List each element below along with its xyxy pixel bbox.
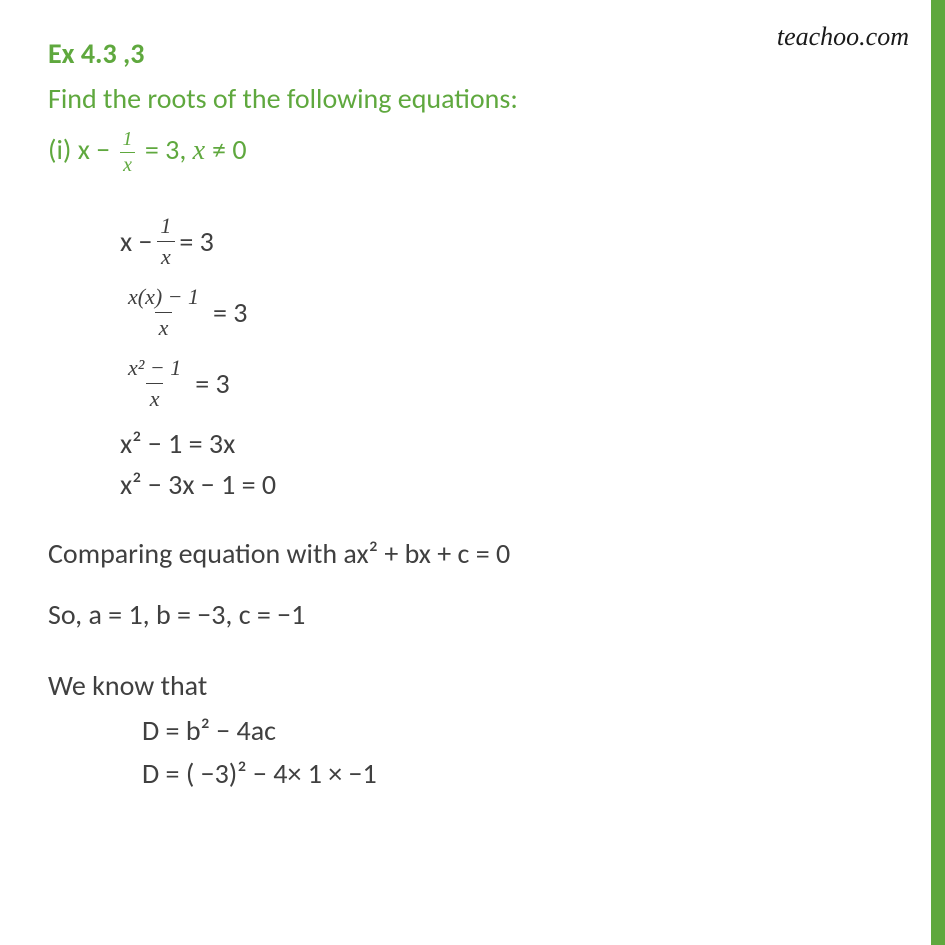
we-know-that: We know that	[48, 668, 897, 703]
equals-3: = 3,	[145, 132, 186, 167]
step1-frac-num: 1	[156, 213, 175, 241]
step2-frac: x(x) − 1 x	[124, 284, 203, 341]
x-var: x	[193, 135, 212, 166]
step2-frac-den: x	[155, 312, 173, 341]
not-equal-zero: ≠ 0	[212, 132, 246, 167]
step-4: x² − 1 = 3x	[120, 426, 897, 461]
question-text: Find the roots of the following equation…	[48, 81, 897, 116]
subpart-equation: (i) x − 1 x = 3, x ≠ 0	[48, 128, 897, 177]
exercise-label: Ex 4.3 ,3	[48, 36, 897, 71]
step1-lhs: x −	[120, 224, 152, 259]
step-2: x(x) − 1 x = 3	[120, 284, 897, 341]
frac-num: 1	[120, 128, 136, 152]
step-5: x² − 3x − 1 = 0	[120, 467, 897, 502]
compare-text: Comparing equation with ax² + bx + c = 0	[48, 536, 897, 571]
discriminant-formula: D = b² − 4ac	[142, 713, 897, 748]
discriminant-substituted: D = ( −3)² − 4× 1 × −1	[142, 756, 897, 791]
step3-frac-num: x² − 1	[124, 355, 185, 383]
step2-rhs: = 3	[213, 295, 247, 330]
frac-den: x	[120, 152, 135, 177]
step3-frac-den: x	[146, 383, 164, 412]
step-1: x − 1 x = 3	[120, 213, 897, 270]
content-area: Ex 4.3 ,3 Find the roots of the followin…	[0, 0, 945, 791]
coefficients-text: So, a = 1, b = −3, c = −1	[48, 597, 897, 632]
step1-rhs: = 3	[179, 224, 213, 259]
step1-frac-den: x	[157, 241, 175, 270]
step1-frac: 1 x	[156, 213, 175, 270]
subpart-prefix: (i) x	[48, 132, 90, 167]
fraction-1-over-x: 1 x	[120, 128, 136, 177]
watermark-text: teachoo.com	[777, 22, 909, 52]
step3-frac: x² − 1 x	[124, 355, 185, 412]
step-3: x² − 1 x = 3	[120, 355, 897, 412]
step3-rhs: = 3	[195, 366, 229, 401]
green-side-bar	[931, 0, 945, 945]
step2-frac-num: x(x) − 1	[124, 284, 203, 312]
minus-sign: −	[96, 132, 110, 167]
